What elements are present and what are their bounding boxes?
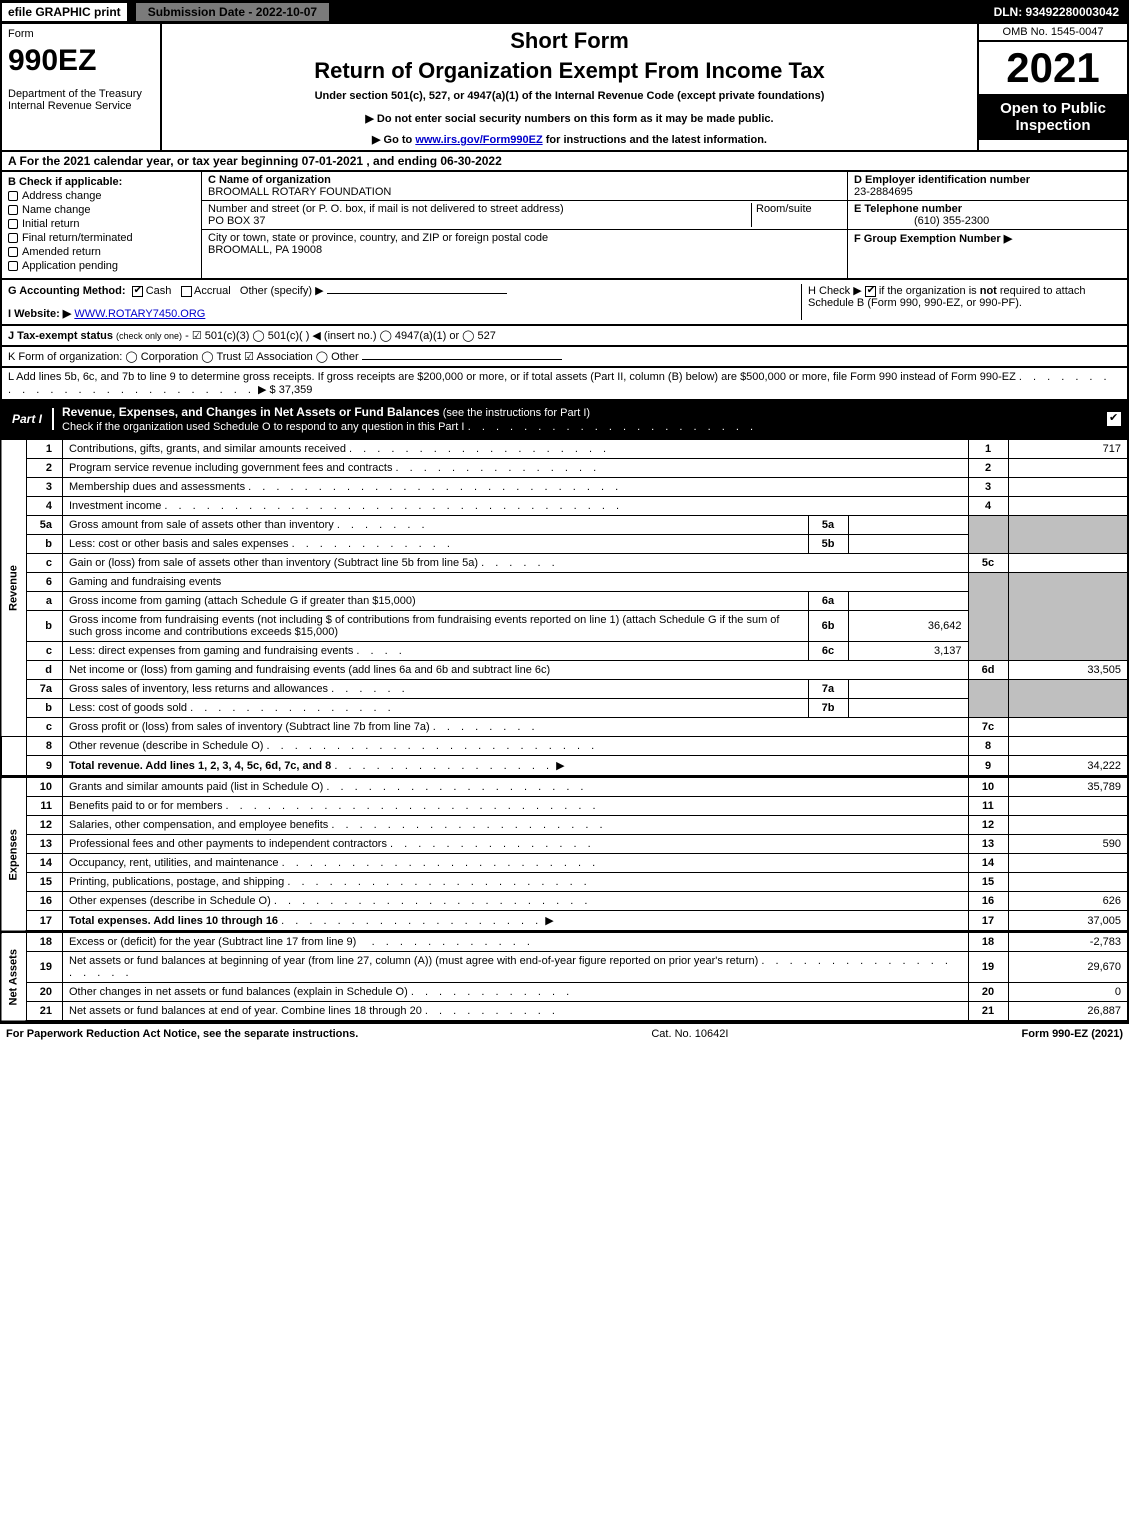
chk-final[interactable]: Final return/terminated bbox=[8, 232, 195, 244]
website-link[interactable]: WWW.ROTARY7450.ORG bbox=[74, 308, 205, 320]
submission-date: Submission Date - 2022-10-07 bbox=[135, 2, 330, 22]
open-inspection: Open to Public Inspection bbox=[979, 94, 1127, 140]
footer-right: Form 990-EZ (2021) bbox=[1022, 1028, 1124, 1040]
header-bullets: ▶ Do not enter social security numbers o… bbox=[172, 112, 967, 146]
chk-name[interactable]: Name change bbox=[8, 204, 195, 216]
chk-pending[interactable]: Application pending bbox=[8, 260, 195, 272]
expenses-table: Expenses 10Grants and similar amounts pa… bbox=[0, 777, 1129, 932]
row-l: L Add lines 5b, 6c, and 7b to line 9 to … bbox=[0, 368, 1129, 401]
row-a: A For the 2021 calendar year, or tax yea… bbox=[0, 152, 1129, 172]
netassets-table: Net Assets 18Excess or (deficit) for the… bbox=[0, 932, 1129, 1022]
c-city-row: City or town, state or province, country… bbox=[202, 230, 847, 258]
tel-value: (610) 355-2300 bbox=[854, 215, 989, 227]
g-accounting: G Accounting Method: Cash Accrual Other … bbox=[8, 284, 795, 320]
irs-link[interactable]: www.irs.gov/Form990EZ bbox=[415, 134, 542, 146]
tel-row: E Telephone number (610) 355-2300 bbox=[848, 201, 1127, 230]
goto-post: for instructions and the latest informat… bbox=[543, 134, 767, 146]
c-name-label: C Name of organization bbox=[208, 174, 331, 186]
return-title: Return of Organization Exempt From Incom… bbox=[172, 58, 967, 84]
part1-checkbox[interactable] bbox=[1107, 412, 1121, 426]
ein-value: 23-2884695 bbox=[854, 186, 913, 198]
group-row: F Group Exemption Number ▶ bbox=[848, 230, 1127, 247]
street-label: Number and street (or P. O. box, if mail… bbox=[208, 203, 564, 215]
chk-accrual[interactable] bbox=[181, 286, 192, 297]
footer-left: For Paperwork Reduction Act Notice, see … bbox=[6, 1028, 358, 1040]
bullet-ssn: ▶ Do not enter social security numbers o… bbox=[172, 112, 967, 125]
header-left: Form 990EZ Department of the Treasury In… bbox=[2, 24, 162, 150]
revenue-table: Revenue 1 Contributions, gifts, grants, … bbox=[0, 439, 1129, 777]
chk-cash[interactable] bbox=[132, 286, 143, 297]
row-g-h: G Accounting Method: Cash Accrual Other … bbox=[0, 280, 1129, 326]
page-footer: For Paperwork Reduction Act Notice, see … bbox=[0, 1022, 1129, 1044]
section-b-to-f: B Check if applicable: Address change Na… bbox=[0, 172, 1129, 280]
top-bar: efile GRAPHIC print Submission Date - 20… bbox=[0, 0, 1129, 24]
dln-label: DLN: 93492280003042 bbox=[994, 5, 1127, 19]
org-name: BROOMALL ROTARY FOUNDATION bbox=[208, 186, 391, 198]
b-label: B Check if applicable: bbox=[8, 176, 195, 188]
c-street-row: Number and street (or P. O. box, if mail… bbox=[202, 201, 847, 230]
bullet-goto: ▶ Go to www.irs.gov/Form990EZ for instru… bbox=[172, 133, 967, 146]
header-right: OMB No. 1545-0047 2021 Open to Public In… bbox=[977, 24, 1127, 150]
side-revenue: Revenue bbox=[1, 440, 27, 737]
col-b: B Check if applicable: Address change Na… bbox=[2, 172, 202, 278]
col-c: C Name of organization BROOMALL ROTARY F… bbox=[202, 172, 847, 278]
part1-tab: Part I bbox=[2, 408, 54, 430]
city-label: City or town, state or province, country… bbox=[208, 232, 548, 244]
city-value: BROOMALL, PA 19008 bbox=[208, 244, 322, 256]
room-suite: Room/suite bbox=[751, 203, 841, 227]
l-amount: ▶ $ 37,359 bbox=[258, 384, 312, 396]
chk-initial[interactable]: Initial return bbox=[8, 218, 195, 230]
ein-label: D Employer identification number bbox=[854, 174, 1030, 186]
form-header: Form 990EZ Department of the Treasury In… bbox=[0, 24, 1129, 152]
i-label: I Website: ▶ bbox=[8, 308, 71, 320]
tel-label: E Telephone number bbox=[854, 203, 962, 215]
part1-header: Part I Revenue, Expenses, and Changes in… bbox=[0, 401, 1129, 439]
row-j: J Tax-exempt status (check only one) - ☑… bbox=[0, 326, 1129, 347]
tax-year: 2021 bbox=[979, 42, 1127, 94]
short-form-title: Short Form bbox=[172, 28, 967, 54]
under-section: Under section 501(c), 527, or 4947(a)(1)… bbox=[172, 90, 967, 102]
side-expenses: Expenses bbox=[1, 778, 27, 932]
l-text: L Add lines 5b, 6c, and 7b to line 9 to … bbox=[8, 371, 1016, 383]
form-number: 990EZ bbox=[8, 44, 154, 78]
g-other: Other (specify) ▶ bbox=[240, 285, 324, 297]
omb-number: OMB No. 1545-0047 bbox=[979, 24, 1127, 42]
c-name-row: C Name of organization BROOMALL ROTARY F… bbox=[202, 172, 847, 201]
goto-pre: ▶ Go to bbox=[372, 134, 415, 146]
department-label: Department of the Treasury Internal Reve… bbox=[8, 88, 154, 112]
chk-address[interactable]: Address change bbox=[8, 190, 195, 202]
col-d-e-f: D Employer identification number 23-2884… bbox=[847, 172, 1127, 278]
h-check: H Check ▶ if the organization is not req… bbox=[801, 284, 1121, 320]
part1-title: Revenue, Expenses, and Changes in Net As… bbox=[54, 401, 1107, 437]
ein-row: D Employer identification number 23-2884… bbox=[848, 172, 1127, 201]
k-text: K Form of organization: ◯ Corporation ◯ … bbox=[8, 351, 359, 363]
side-netassets: Net Assets bbox=[1, 933, 27, 1022]
row-k: K Form of organization: ◯ Corporation ◯ … bbox=[0, 347, 1129, 368]
chk-h[interactable] bbox=[865, 286, 876, 297]
footer-cat: Cat. No. 10642I bbox=[358, 1028, 1021, 1040]
chk-amended[interactable]: Amended return bbox=[8, 246, 195, 258]
g-label: G Accounting Method: bbox=[8, 285, 126, 297]
street-value: PO BOX 37 bbox=[208, 215, 265, 227]
group-label: F Group Exemption Number ▶ bbox=[854, 233, 1012, 245]
efile-label: efile GRAPHIC print bbox=[2, 3, 127, 21]
header-mid: Short Form Return of Organization Exempt… bbox=[162, 24, 977, 150]
form-label: Form bbox=[8, 28, 154, 40]
